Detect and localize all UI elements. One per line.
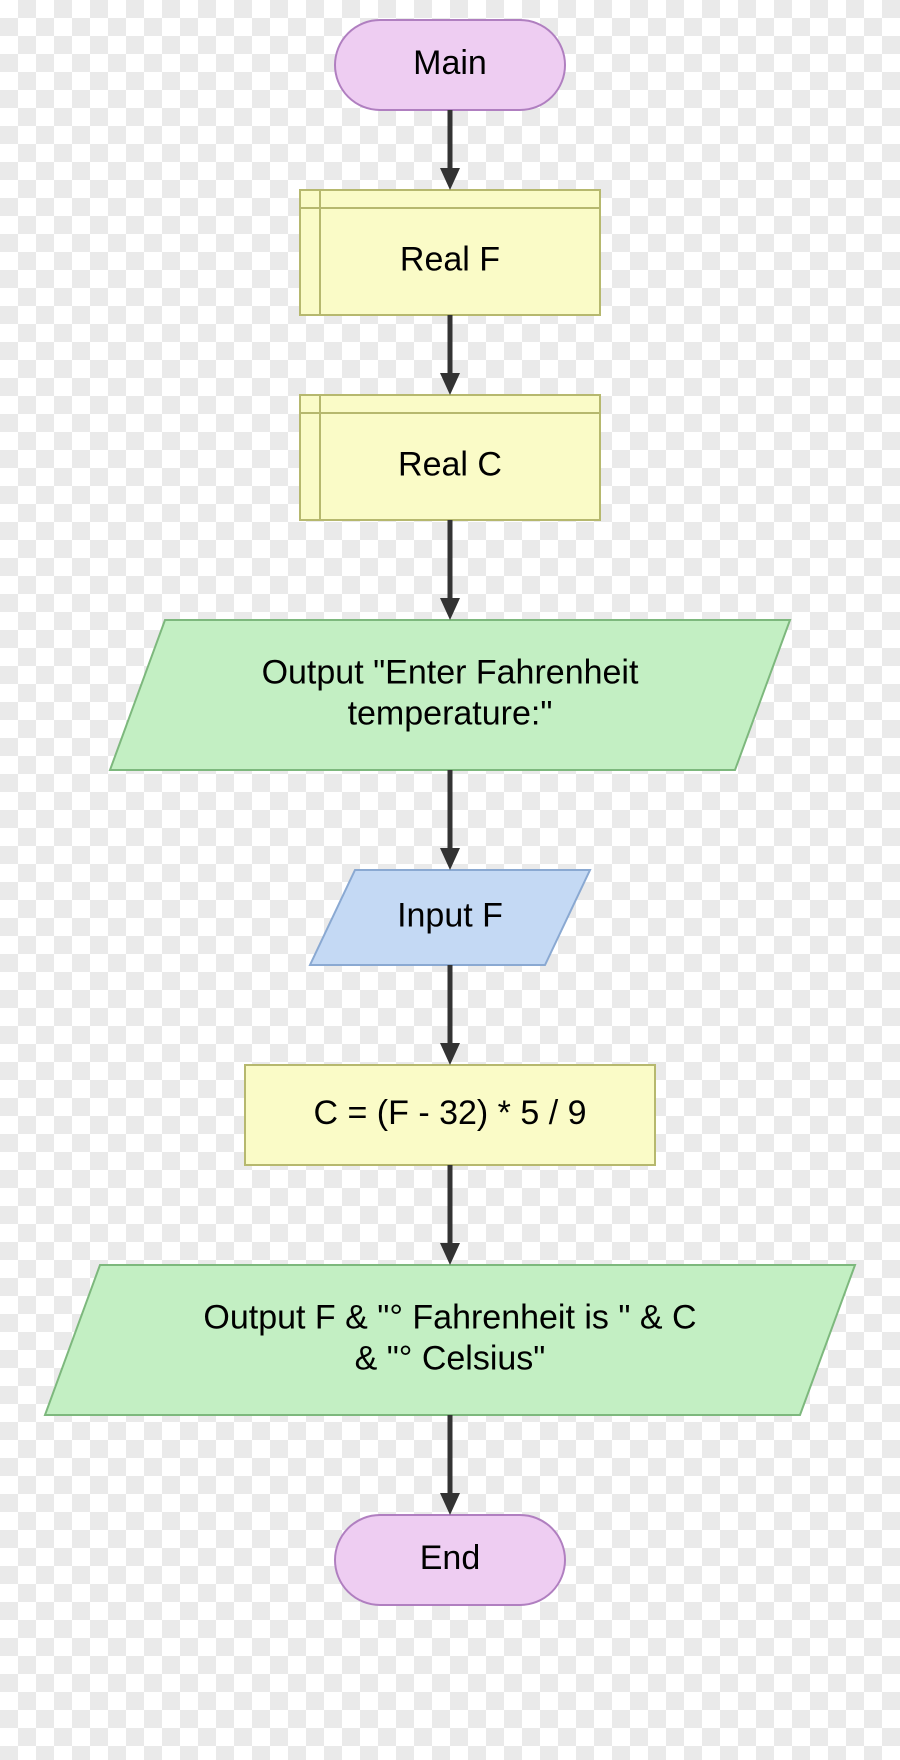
node-label-declF: Real F	[400, 240, 500, 278]
node-label-declC: Real C	[398, 445, 502, 483]
flowchart-node-inF: Input F	[310, 870, 590, 965]
flowchart-node-declC: Real C	[300, 395, 600, 520]
flowchart-edge-declC-out1	[440, 520, 460, 620]
flowchart-node-main: Main	[335, 20, 565, 110]
flowchart-node-out1: Output "Enter Fahrenheittemperature:"	[110, 620, 790, 770]
flowchart-node-calc: C = (F - 32) * 5 / 9	[245, 1065, 655, 1165]
flowchart-node-out2: Output F & "° Fahrenheit is " & C& "° Ce…	[45, 1265, 855, 1415]
flowchart-edge-out1-inF	[440, 770, 460, 870]
node-label-inF: Input F	[397, 896, 503, 934]
flowchart-canvas: Main Real F Real C Output "Enter Fahrenheit…	[0, 0, 900, 1760]
flowchart-edge-declF-declC	[440, 315, 460, 395]
flowchart-node-declF: Real F	[300, 190, 600, 315]
flowchart-edge-inF-calc	[440, 965, 460, 1065]
node-label-end: End	[420, 1539, 481, 1577]
node-label-main: Main	[413, 44, 487, 82]
flowchart-node-end: End	[335, 1515, 565, 1605]
flowchart-edge-calc-out2	[440, 1165, 460, 1265]
flowchart-edge-main-declF	[440, 110, 460, 190]
flowchart-edge-out2-end	[440, 1415, 460, 1515]
node-label-calc: C = (F - 32) * 5 / 9	[313, 1094, 586, 1132]
